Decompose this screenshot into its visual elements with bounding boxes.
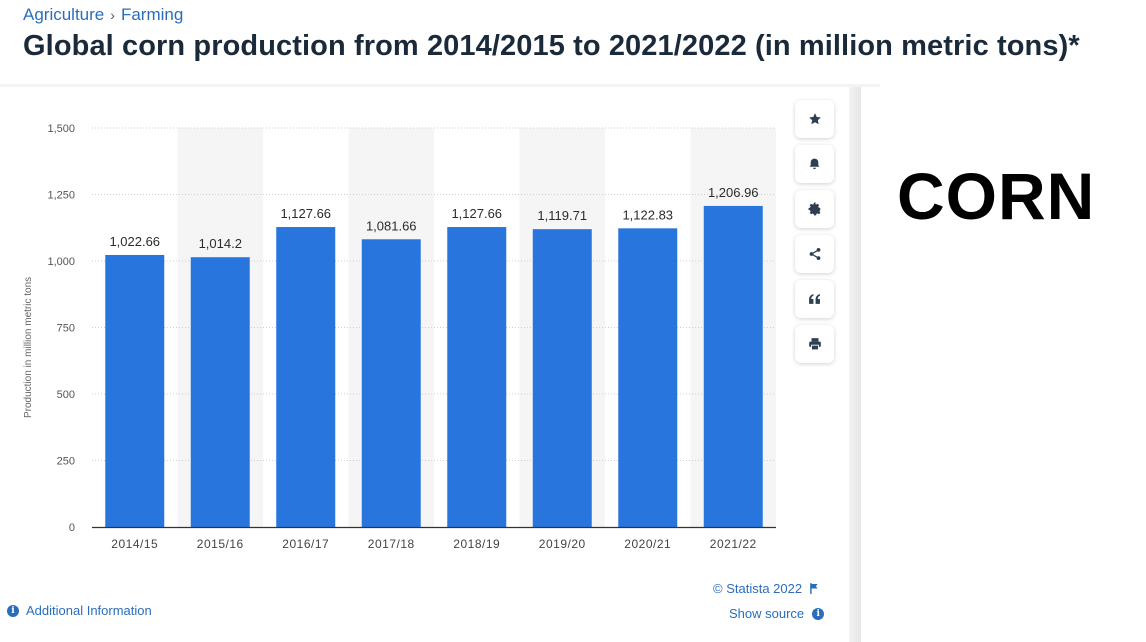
bar bbox=[105, 254, 165, 527]
print-button[interactable] bbox=[795, 325, 834, 363]
chart-toolbar bbox=[795, 100, 834, 370]
x-tick-label: 2017/18 bbox=[368, 537, 415, 551]
right-area bbox=[861, 87, 1146, 642]
cite-button[interactable] bbox=[795, 280, 834, 318]
bar bbox=[618, 228, 678, 528]
info-icon: i bbox=[812, 607, 825, 620]
y-tick-label: 1,000 bbox=[47, 256, 75, 268]
favorite-button[interactable] bbox=[795, 100, 834, 138]
x-tick-label: 2016/17 bbox=[282, 537, 329, 551]
gear-icon bbox=[808, 202, 820, 216]
share-icon bbox=[809, 248, 820, 260]
additional-information-text: Additional Information bbox=[26, 603, 152, 618]
data-label: 1,119.71 bbox=[537, 208, 587, 223]
statista-credit[interactable]: © Statista 2022 bbox=[713, 581, 819, 596]
y-tick-label: 0 bbox=[69, 522, 75, 534]
data-label: 1,206.96 bbox=[708, 185, 759, 200]
data-label: 1,127.66 bbox=[451, 206, 502, 221]
y-tick-label: 1,250 bbox=[47, 190, 75, 202]
x-tick-label: 2018/19 bbox=[453, 537, 500, 551]
data-label: 1,014.2 bbox=[199, 236, 242, 251]
y-tick-label: 750 bbox=[57, 323, 75, 335]
bell-icon bbox=[809, 158, 820, 170]
header-divider bbox=[0, 84, 880, 87]
bar bbox=[361, 239, 421, 527]
data-label: 1,022.66 bbox=[109, 234, 160, 249]
data-label: 1,122.83 bbox=[622, 207, 673, 222]
additional-information-link[interactable]: i Additional Information bbox=[7, 603, 152, 618]
show-source-link[interactable]: Show source i bbox=[729, 606, 825, 621]
settings-button[interactable] bbox=[795, 190, 834, 228]
y-tick-label: 250 bbox=[57, 456, 75, 468]
bar-chart: 0 250 500 750 1,000 1,250 1,500 1,022.66 2014/15… bbox=[47, 123, 776, 551]
y-tick-label: 1,500 bbox=[47, 123, 75, 135]
breadcrumb-separator: › bbox=[110, 7, 115, 23]
data-label: 1,127.66 bbox=[280, 206, 331, 221]
share-button[interactable] bbox=[795, 235, 834, 273]
page-title: Global corn production from 2014/2015 to… bbox=[23, 30, 1080, 62]
print-icon bbox=[808, 338, 821, 351]
star-icon bbox=[808, 113, 821, 125]
x-tick-label: 2020/21 bbox=[624, 537, 671, 551]
breadcrumb: Agriculture › Farming bbox=[23, 5, 183, 25]
x-tick-label: 2021/22 bbox=[710, 537, 757, 551]
corn-label: CORN bbox=[897, 159, 1096, 233]
breadcrumb-farming[interactable]: Farming bbox=[120, 5, 184, 24]
x-tick-label: 2015/16 bbox=[197, 537, 244, 551]
panel-shadow bbox=[849, 87, 861, 642]
y-tick-label: 500 bbox=[57, 389, 75, 401]
y-axis-label: Production in million metric tons bbox=[23, 276, 34, 418]
x-tick-label: 2019/20 bbox=[539, 537, 586, 551]
x-tick-label: 2014/15 bbox=[111, 537, 158, 551]
bar bbox=[276, 227, 336, 528]
breadcrumb-agriculture[interactable]: Agriculture bbox=[23, 5, 105, 24]
info-icon: i bbox=[7, 604, 19, 617]
show-source-text: Show source bbox=[729, 606, 805, 621]
bar bbox=[532, 229, 592, 527]
data-label: 1,081.66 bbox=[366, 218, 417, 233]
credit-text: © Statista 2022 bbox=[713, 581, 803, 596]
bar bbox=[447, 227, 507, 528]
bar bbox=[703, 205, 763, 527]
flag-icon bbox=[810, 583, 818, 594]
bar bbox=[190, 257, 250, 527]
quote-icon bbox=[809, 294, 820, 304]
notification-button[interactable] bbox=[795, 145, 834, 183]
